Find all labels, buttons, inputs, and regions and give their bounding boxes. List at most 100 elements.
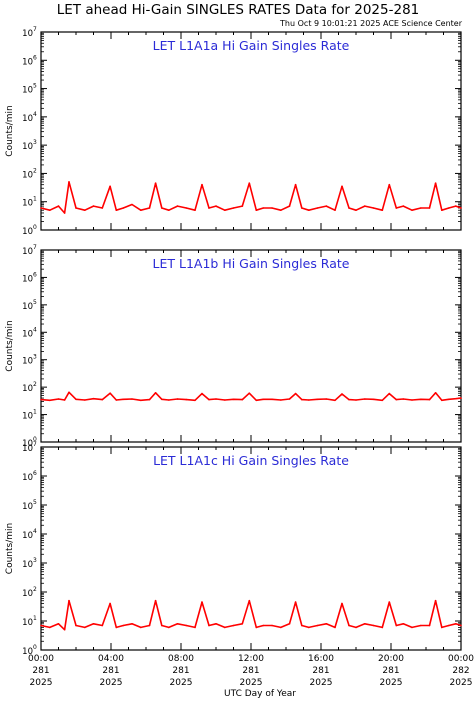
data-point xyxy=(248,392,251,395)
x-tick-label: 281 xyxy=(32,666,49,676)
data-point xyxy=(122,398,125,401)
panel-title: LET L1A1b Hi Gain Singles Rate xyxy=(153,256,350,271)
x-tick-label: 00:00 xyxy=(448,654,474,664)
x-tick-label: 282 xyxy=(452,666,469,676)
data-point xyxy=(161,207,163,209)
data-point xyxy=(201,183,203,186)
y-tick-label: 10 xyxy=(22,531,33,541)
data-point xyxy=(402,623,405,625)
data-point xyxy=(301,398,303,401)
y-tick-label: 10 xyxy=(22,199,33,209)
data-point xyxy=(441,626,443,629)
data-point xyxy=(308,399,310,401)
data-point xyxy=(215,398,217,400)
data-point xyxy=(115,399,118,401)
y-tick-exponent: 4 xyxy=(33,528,37,535)
data-point xyxy=(131,623,133,625)
data-point xyxy=(364,398,366,400)
data-point xyxy=(420,207,422,209)
data-point xyxy=(185,624,188,627)
data-point xyxy=(248,182,251,184)
y-tick-label: 10 xyxy=(22,384,33,394)
data-point xyxy=(148,624,151,627)
data-point xyxy=(92,397,95,400)
y-tick-exponent: 0 xyxy=(33,436,37,443)
data-point xyxy=(280,399,282,401)
data-point xyxy=(372,624,375,627)
data-point xyxy=(334,209,336,211)
data-point xyxy=(288,398,291,400)
data-point xyxy=(420,398,422,401)
data-point xyxy=(109,392,111,395)
x-tick-label: 2025 xyxy=(170,678,193,688)
y-tick-exponent: 6 xyxy=(33,271,37,278)
data-point xyxy=(381,209,384,211)
data-point xyxy=(109,602,111,605)
x-axis-label: UTC Day of Year xyxy=(224,689,296,699)
data-point xyxy=(441,209,443,211)
data-point xyxy=(448,624,450,627)
data-point xyxy=(355,626,357,629)
data-point xyxy=(168,399,170,401)
panel-title: LET L1A1a Hi Gain Singles Rate xyxy=(153,38,350,53)
x-tick-label: 281 xyxy=(102,666,119,676)
data-point xyxy=(49,399,51,402)
y-tick-exponent: 0 xyxy=(33,644,37,651)
y-tick-exponent: 6 xyxy=(33,470,37,477)
x-tick-label: 2025 xyxy=(450,678,473,688)
x-tick-label: 281 xyxy=(242,666,259,676)
y-tick-exponent: 0 xyxy=(33,224,37,231)
data-point xyxy=(294,183,297,186)
data-point xyxy=(241,623,244,625)
y-tick-exponent: 5 xyxy=(33,499,37,506)
data-point xyxy=(308,626,310,629)
data-point xyxy=(176,205,179,207)
data-point xyxy=(301,624,303,627)
data-point xyxy=(388,601,391,603)
data-point xyxy=(185,207,188,209)
data-point xyxy=(109,185,111,188)
x-tick-label: 281 xyxy=(172,666,189,676)
y-tick-exponent: 3 xyxy=(33,139,37,146)
y-tick-label: 10 xyxy=(22,57,33,67)
data-point xyxy=(455,205,457,207)
data-point xyxy=(154,182,157,184)
y-tick-label: 10 xyxy=(22,29,33,39)
data-point xyxy=(325,398,328,400)
data-point xyxy=(316,624,319,627)
y-tick-exponent: 5 xyxy=(33,299,37,306)
y-tick-exponent: 6 xyxy=(33,54,37,61)
y-tick-exponent: 1 xyxy=(33,615,37,622)
x-tick-label: 2025 xyxy=(380,678,403,688)
data-point xyxy=(395,398,398,401)
y-tick-exponent: 4 xyxy=(33,111,37,118)
data-point xyxy=(161,398,163,401)
data-point xyxy=(208,398,210,401)
y-tick-label: 10 xyxy=(22,114,33,124)
data-point xyxy=(428,624,431,627)
page-title: LET ahead Hi-Gain SINGLES RATES Data for… xyxy=(57,2,420,18)
data-point xyxy=(84,209,86,211)
data-point xyxy=(411,399,413,401)
data-point xyxy=(348,207,350,209)
data-point xyxy=(68,599,70,602)
x-tick-label: 2025 xyxy=(240,678,263,688)
data-point xyxy=(420,624,422,627)
data-point xyxy=(224,626,226,629)
data-point xyxy=(262,624,265,627)
panel-title: LET L1A1c Hi Gain Singles Rate xyxy=(153,453,349,468)
data-point xyxy=(308,209,310,211)
y-tick-label: 10 xyxy=(22,274,33,284)
y-axis-label: Counts/min xyxy=(5,105,15,156)
data-series-line xyxy=(40,181,462,214)
data-point xyxy=(341,393,343,395)
x-tick-label: 00:00 xyxy=(28,654,54,664)
plot-frame xyxy=(40,31,462,231)
data-point xyxy=(115,209,118,211)
data-point xyxy=(68,181,70,183)
data-point xyxy=(388,392,391,395)
data-point xyxy=(115,626,118,629)
data-point xyxy=(348,624,350,627)
